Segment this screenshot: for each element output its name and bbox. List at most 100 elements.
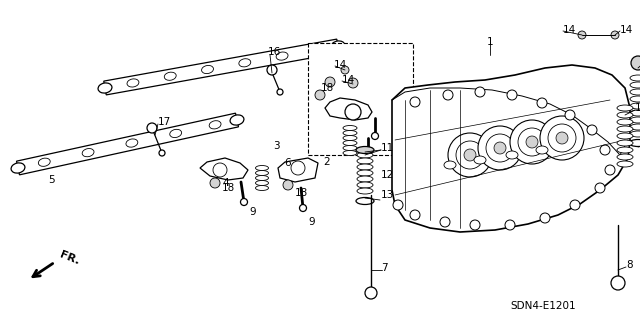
Polygon shape bbox=[200, 158, 248, 180]
Circle shape bbox=[478, 126, 522, 170]
Circle shape bbox=[440, 217, 450, 227]
Text: 6: 6 bbox=[284, 158, 291, 168]
Ellipse shape bbox=[444, 161, 456, 169]
Ellipse shape bbox=[343, 146, 357, 150]
Bar bbox=[308, 43, 413, 155]
Text: 12: 12 bbox=[381, 170, 394, 180]
Circle shape bbox=[540, 213, 550, 223]
Ellipse shape bbox=[617, 105, 633, 111]
Circle shape bbox=[410, 210, 420, 220]
Ellipse shape bbox=[255, 171, 269, 175]
Ellipse shape bbox=[357, 182, 373, 188]
Text: SDN4-E1201: SDN4-E1201 bbox=[510, 301, 575, 311]
Circle shape bbox=[470, 220, 480, 230]
Text: 5: 5 bbox=[48, 175, 54, 185]
Ellipse shape bbox=[357, 176, 373, 182]
Ellipse shape bbox=[630, 117, 640, 123]
Circle shape bbox=[475, 87, 485, 97]
Ellipse shape bbox=[630, 75, 640, 81]
Circle shape bbox=[456, 141, 484, 169]
Text: 4: 4 bbox=[222, 178, 228, 188]
Polygon shape bbox=[278, 158, 318, 182]
Ellipse shape bbox=[617, 140, 633, 146]
Text: 7: 7 bbox=[381, 263, 388, 273]
Circle shape bbox=[526, 136, 538, 148]
Ellipse shape bbox=[474, 156, 486, 164]
Ellipse shape bbox=[630, 82, 640, 88]
Ellipse shape bbox=[164, 72, 176, 80]
Ellipse shape bbox=[536, 146, 548, 154]
Ellipse shape bbox=[126, 139, 138, 147]
Circle shape bbox=[631, 56, 640, 70]
Ellipse shape bbox=[630, 96, 640, 102]
Ellipse shape bbox=[357, 164, 373, 170]
Ellipse shape bbox=[617, 112, 633, 118]
Circle shape bbox=[578, 31, 586, 39]
Ellipse shape bbox=[630, 103, 640, 109]
Ellipse shape bbox=[230, 115, 244, 125]
Ellipse shape bbox=[202, 66, 214, 74]
Circle shape bbox=[345, 104, 361, 120]
Circle shape bbox=[494, 142, 506, 154]
Ellipse shape bbox=[617, 126, 633, 132]
Ellipse shape bbox=[343, 125, 357, 131]
Circle shape bbox=[556, 132, 568, 144]
Circle shape bbox=[341, 66, 349, 74]
Ellipse shape bbox=[356, 197, 374, 204]
Polygon shape bbox=[325, 98, 372, 120]
Ellipse shape bbox=[255, 165, 269, 171]
Circle shape bbox=[600, 145, 610, 155]
Ellipse shape bbox=[343, 150, 357, 156]
Circle shape bbox=[267, 65, 277, 75]
Text: 14: 14 bbox=[342, 75, 355, 85]
Circle shape bbox=[365, 149, 371, 156]
Circle shape bbox=[300, 204, 307, 212]
Ellipse shape bbox=[630, 124, 640, 130]
Ellipse shape bbox=[629, 140, 640, 147]
Text: 15: 15 bbox=[635, 103, 640, 113]
Circle shape bbox=[283, 180, 293, 190]
Ellipse shape bbox=[11, 163, 25, 173]
Circle shape bbox=[595, 183, 605, 193]
Text: 14: 14 bbox=[563, 25, 576, 35]
Circle shape bbox=[371, 132, 378, 140]
Ellipse shape bbox=[98, 83, 112, 93]
Ellipse shape bbox=[276, 52, 288, 60]
Ellipse shape bbox=[255, 180, 269, 186]
Ellipse shape bbox=[357, 158, 373, 164]
Ellipse shape bbox=[343, 140, 357, 146]
Circle shape bbox=[410, 97, 420, 107]
Polygon shape bbox=[104, 39, 339, 95]
Circle shape bbox=[537, 98, 547, 108]
Circle shape bbox=[210, 178, 220, 188]
Circle shape bbox=[448, 133, 492, 177]
Text: 18: 18 bbox=[295, 188, 308, 198]
Text: 3: 3 bbox=[273, 141, 280, 151]
Circle shape bbox=[213, 163, 227, 177]
Ellipse shape bbox=[343, 135, 357, 140]
Ellipse shape bbox=[255, 186, 269, 190]
Ellipse shape bbox=[308, 46, 321, 54]
Circle shape bbox=[505, 220, 515, 230]
Circle shape bbox=[611, 31, 619, 39]
Ellipse shape bbox=[617, 133, 633, 139]
Ellipse shape bbox=[331, 41, 345, 51]
Circle shape bbox=[291, 161, 305, 175]
Circle shape bbox=[365, 287, 377, 299]
Text: 9: 9 bbox=[308, 217, 315, 227]
Circle shape bbox=[548, 124, 576, 152]
Text: FR.: FR. bbox=[58, 250, 81, 267]
Circle shape bbox=[325, 77, 335, 87]
Ellipse shape bbox=[343, 131, 357, 135]
Circle shape bbox=[605, 165, 615, 175]
Circle shape bbox=[159, 150, 165, 156]
Text: 11: 11 bbox=[381, 143, 394, 153]
Ellipse shape bbox=[170, 129, 182, 138]
Circle shape bbox=[315, 90, 325, 100]
Circle shape bbox=[518, 128, 546, 156]
Text: 13: 13 bbox=[381, 190, 394, 200]
Ellipse shape bbox=[209, 121, 221, 129]
Circle shape bbox=[510, 120, 554, 164]
Polygon shape bbox=[392, 65, 630, 232]
Text: 18: 18 bbox=[321, 83, 334, 93]
